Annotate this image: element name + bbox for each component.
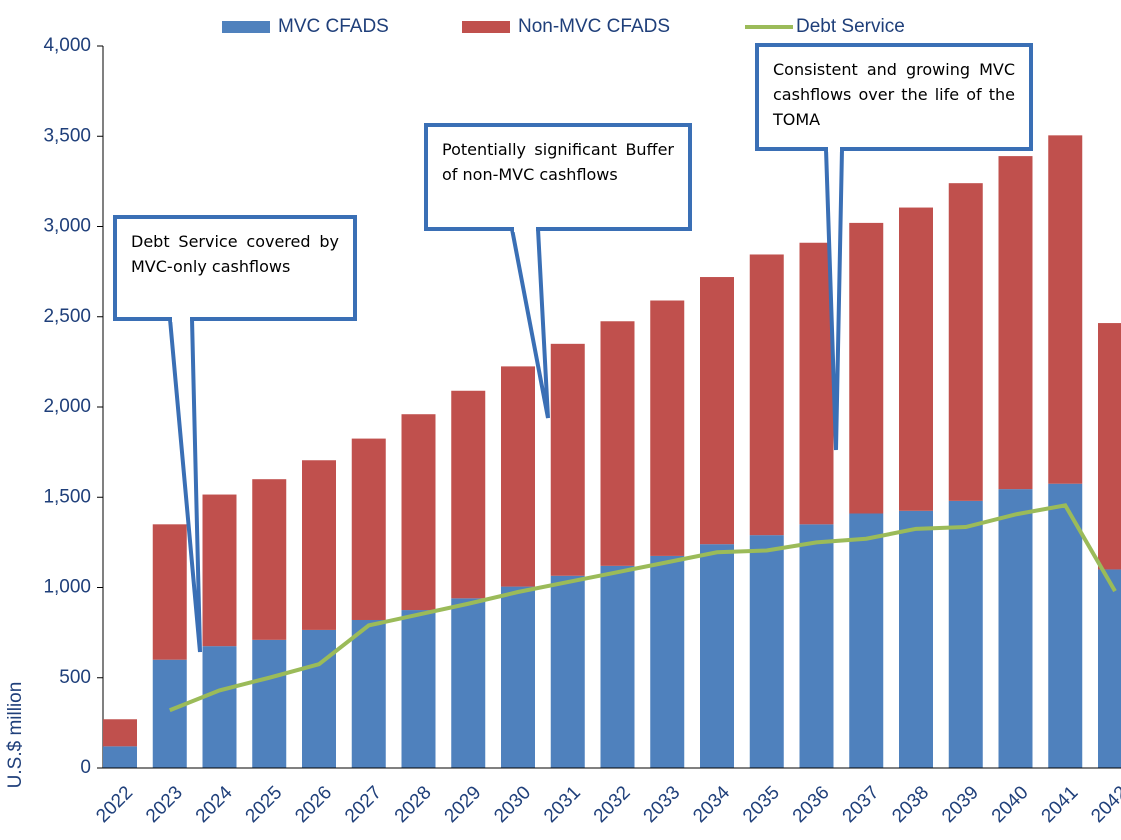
bar bbox=[899, 510, 933, 768]
x-tick-label: 2026 bbox=[291, 782, 336, 827]
legend-label: Non-MVC CFADS bbox=[518, 16, 670, 37]
callout: Consistent and growing MVC cashflows ove… bbox=[755, 43, 1033, 151]
bar bbox=[600, 565, 635, 768]
bar bbox=[998, 489, 1033, 768]
x-tick-label: 2023 bbox=[142, 782, 187, 827]
bar bbox=[103, 746, 137, 768]
bar bbox=[998, 156, 1033, 490]
x-tick-label: 2022 bbox=[92, 782, 137, 827]
bar bbox=[351, 438, 386, 620]
bar bbox=[1048, 483, 1083, 768]
x-tick-label: 2029 bbox=[441, 782, 486, 827]
y-tick-label: 1,500 bbox=[43, 486, 91, 507]
y-tick-label: 3,000 bbox=[43, 216, 91, 237]
x-tick-label: 2030 bbox=[490, 782, 535, 827]
y-tick-label: 0 bbox=[80, 757, 91, 778]
legend-label: MVC CFADS bbox=[278, 16, 389, 37]
bar bbox=[849, 513, 884, 768]
bar bbox=[600, 321, 635, 566]
x-tick-label: 2038 bbox=[888, 782, 933, 827]
bar bbox=[401, 610, 436, 768]
x-tick-label: 2032 bbox=[590, 782, 635, 827]
x-tick-label: 2031 bbox=[540, 782, 585, 827]
bar bbox=[401, 414, 436, 611]
bar bbox=[700, 544, 734, 768]
callout: Debt Service covered by MVC-only cashflo… bbox=[113, 215, 357, 321]
bar bbox=[1098, 569, 1121, 768]
bar bbox=[152, 524, 187, 660]
bar bbox=[202, 646, 237, 768]
x-tick-label: 2037 bbox=[839, 782, 884, 827]
bar bbox=[948, 183, 983, 501]
bar bbox=[749, 535, 784, 768]
y-tick-label: 4,000 bbox=[43, 35, 91, 56]
bar bbox=[700, 277, 734, 545]
bar bbox=[103, 719, 137, 747]
x-tick-label: 2036 bbox=[789, 782, 834, 827]
bar bbox=[252, 639, 287, 768]
y-tick-label: 3,500 bbox=[43, 125, 91, 146]
x-tick-label: 2034 bbox=[689, 782, 734, 827]
bar bbox=[799, 524, 834, 768]
x-tick-label: 2028 bbox=[391, 782, 436, 827]
bar bbox=[501, 586, 535, 768]
legend-label: Debt Service bbox=[796, 16, 905, 37]
bar bbox=[202, 494, 237, 647]
bar bbox=[252, 479, 287, 640]
bar bbox=[501, 366, 535, 587]
bar bbox=[799, 242, 834, 525]
callout: Potentially significant Buffer of non-MV… bbox=[424, 123, 692, 231]
y-tick-label: 2,000 bbox=[43, 396, 91, 417]
bar bbox=[550, 575, 585, 768]
bar bbox=[948, 500, 983, 768]
debt-service-line bbox=[169, 503, 1117, 713]
bar bbox=[451, 390, 486, 599]
x-tick-label: 2039 bbox=[938, 782, 983, 827]
bar bbox=[302, 460, 336, 630]
bar bbox=[1098, 323, 1121, 570]
y-tick-label: 500 bbox=[59, 667, 91, 688]
bar bbox=[351, 619, 386, 768]
y-tick-label: 2,500 bbox=[43, 306, 91, 327]
legend-swatch bbox=[462, 21, 510, 33]
x-tick-label: 2033 bbox=[640, 782, 685, 827]
x-tick-label: 2042 bbox=[1087, 782, 1121, 827]
bar bbox=[749, 254, 784, 536]
bar bbox=[849, 222, 884, 514]
bar bbox=[1048, 135, 1083, 484]
x-tick-label: 2035 bbox=[739, 782, 784, 827]
bar bbox=[152, 659, 187, 768]
y-tick-label: 1,000 bbox=[43, 577, 91, 598]
x-tick-label: 2025 bbox=[242, 782, 287, 827]
legend-swatch bbox=[222, 21, 270, 33]
x-tick-label: 2040 bbox=[988, 782, 1033, 827]
bar bbox=[650, 300, 685, 556]
bar bbox=[550, 343, 585, 576]
bar bbox=[650, 555, 685, 768]
x-tick-label: 2024 bbox=[192, 782, 237, 827]
x-tick-label: 2027 bbox=[341, 782, 386, 827]
bar bbox=[899, 207, 933, 511]
bar bbox=[451, 598, 486, 768]
y-axis-label: U.S.$ million bbox=[5, 682, 26, 789]
x-tick-label: 2041 bbox=[1038, 782, 1083, 827]
bar bbox=[302, 629, 336, 768]
